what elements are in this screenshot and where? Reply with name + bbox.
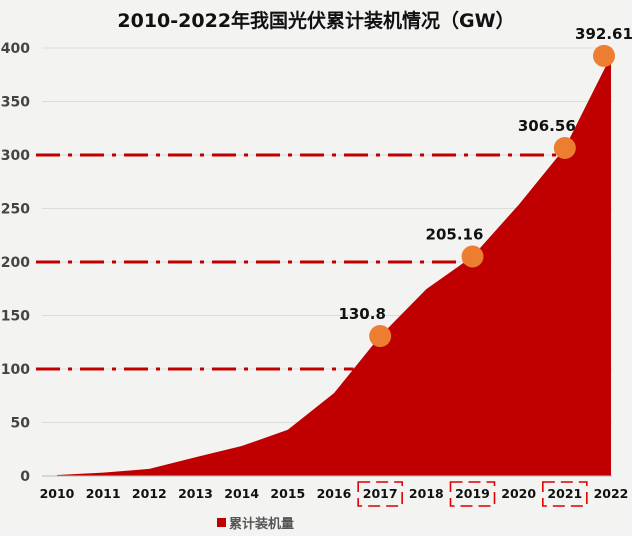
y-tick-label: 50 <box>11 416 31 432</box>
x-tick-label: 2019 <box>455 486 490 501</box>
highlight-marker <box>369 325 392 348</box>
x-tick-label: 2017 <box>363 486 398 501</box>
y-tick-label: 0 <box>20 469 30 485</box>
legend-swatch <box>217 518 226 527</box>
data-label: 130.8 <box>338 305 385 323</box>
x-tick-label: 2022 <box>594 486 629 501</box>
legend-label: 累计装机量 <box>229 517 295 532</box>
y-tick-label: 350 <box>1 95 30 111</box>
data-label: 306.56 <box>518 117 576 135</box>
highlight-marker <box>461 245 484 268</box>
highlight-marker <box>553 136 576 159</box>
x-tick-label: 2020 <box>501 486 536 501</box>
x-tick-label: 2016 <box>317 486 352 501</box>
y-tick-label: 250 <box>1 202 30 218</box>
category-highlight-box <box>449 481 496 507</box>
y-tick-label: 200 <box>1 255 30 271</box>
chart-title: 2010-2022年我国光伏累计装机情况（GW） <box>117 10 515 32</box>
y-tick-label: 400 <box>1 41 30 57</box>
x-tick-label: 2012 <box>132 486 167 501</box>
data-label: 205.16 <box>426 225 484 243</box>
x-tick-label: 2015 <box>270 486 305 501</box>
category-highlight-box <box>357 481 403 507</box>
y-tick-label: 150 <box>1 309 30 325</box>
highlight-marker <box>593 44 615 67</box>
x-tick-label: 2018 <box>409 486 444 501</box>
x-tick-label: 2010 <box>40 486 75 501</box>
x-tick-label: 2014 <box>224 486 259 501</box>
area-series <box>57 55 611 477</box>
x-tick-label: 2013 <box>178 486 213 501</box>
y-tick-label: 100 <box>1 362 30 378</box>
legend: 累计装机量 <box>217 513 294 532</box>
y-tick-label: 300 <box>1 148 30 164</box>
x-tick-label: 2021 <box>547 486 582 501</box>
category-highlight-box <box>542 481 588 507</box>
data-label: 392.61 <box>575 25 632 43</box>
x-tick-label: 2011 <box>86 486 121 501</box>
